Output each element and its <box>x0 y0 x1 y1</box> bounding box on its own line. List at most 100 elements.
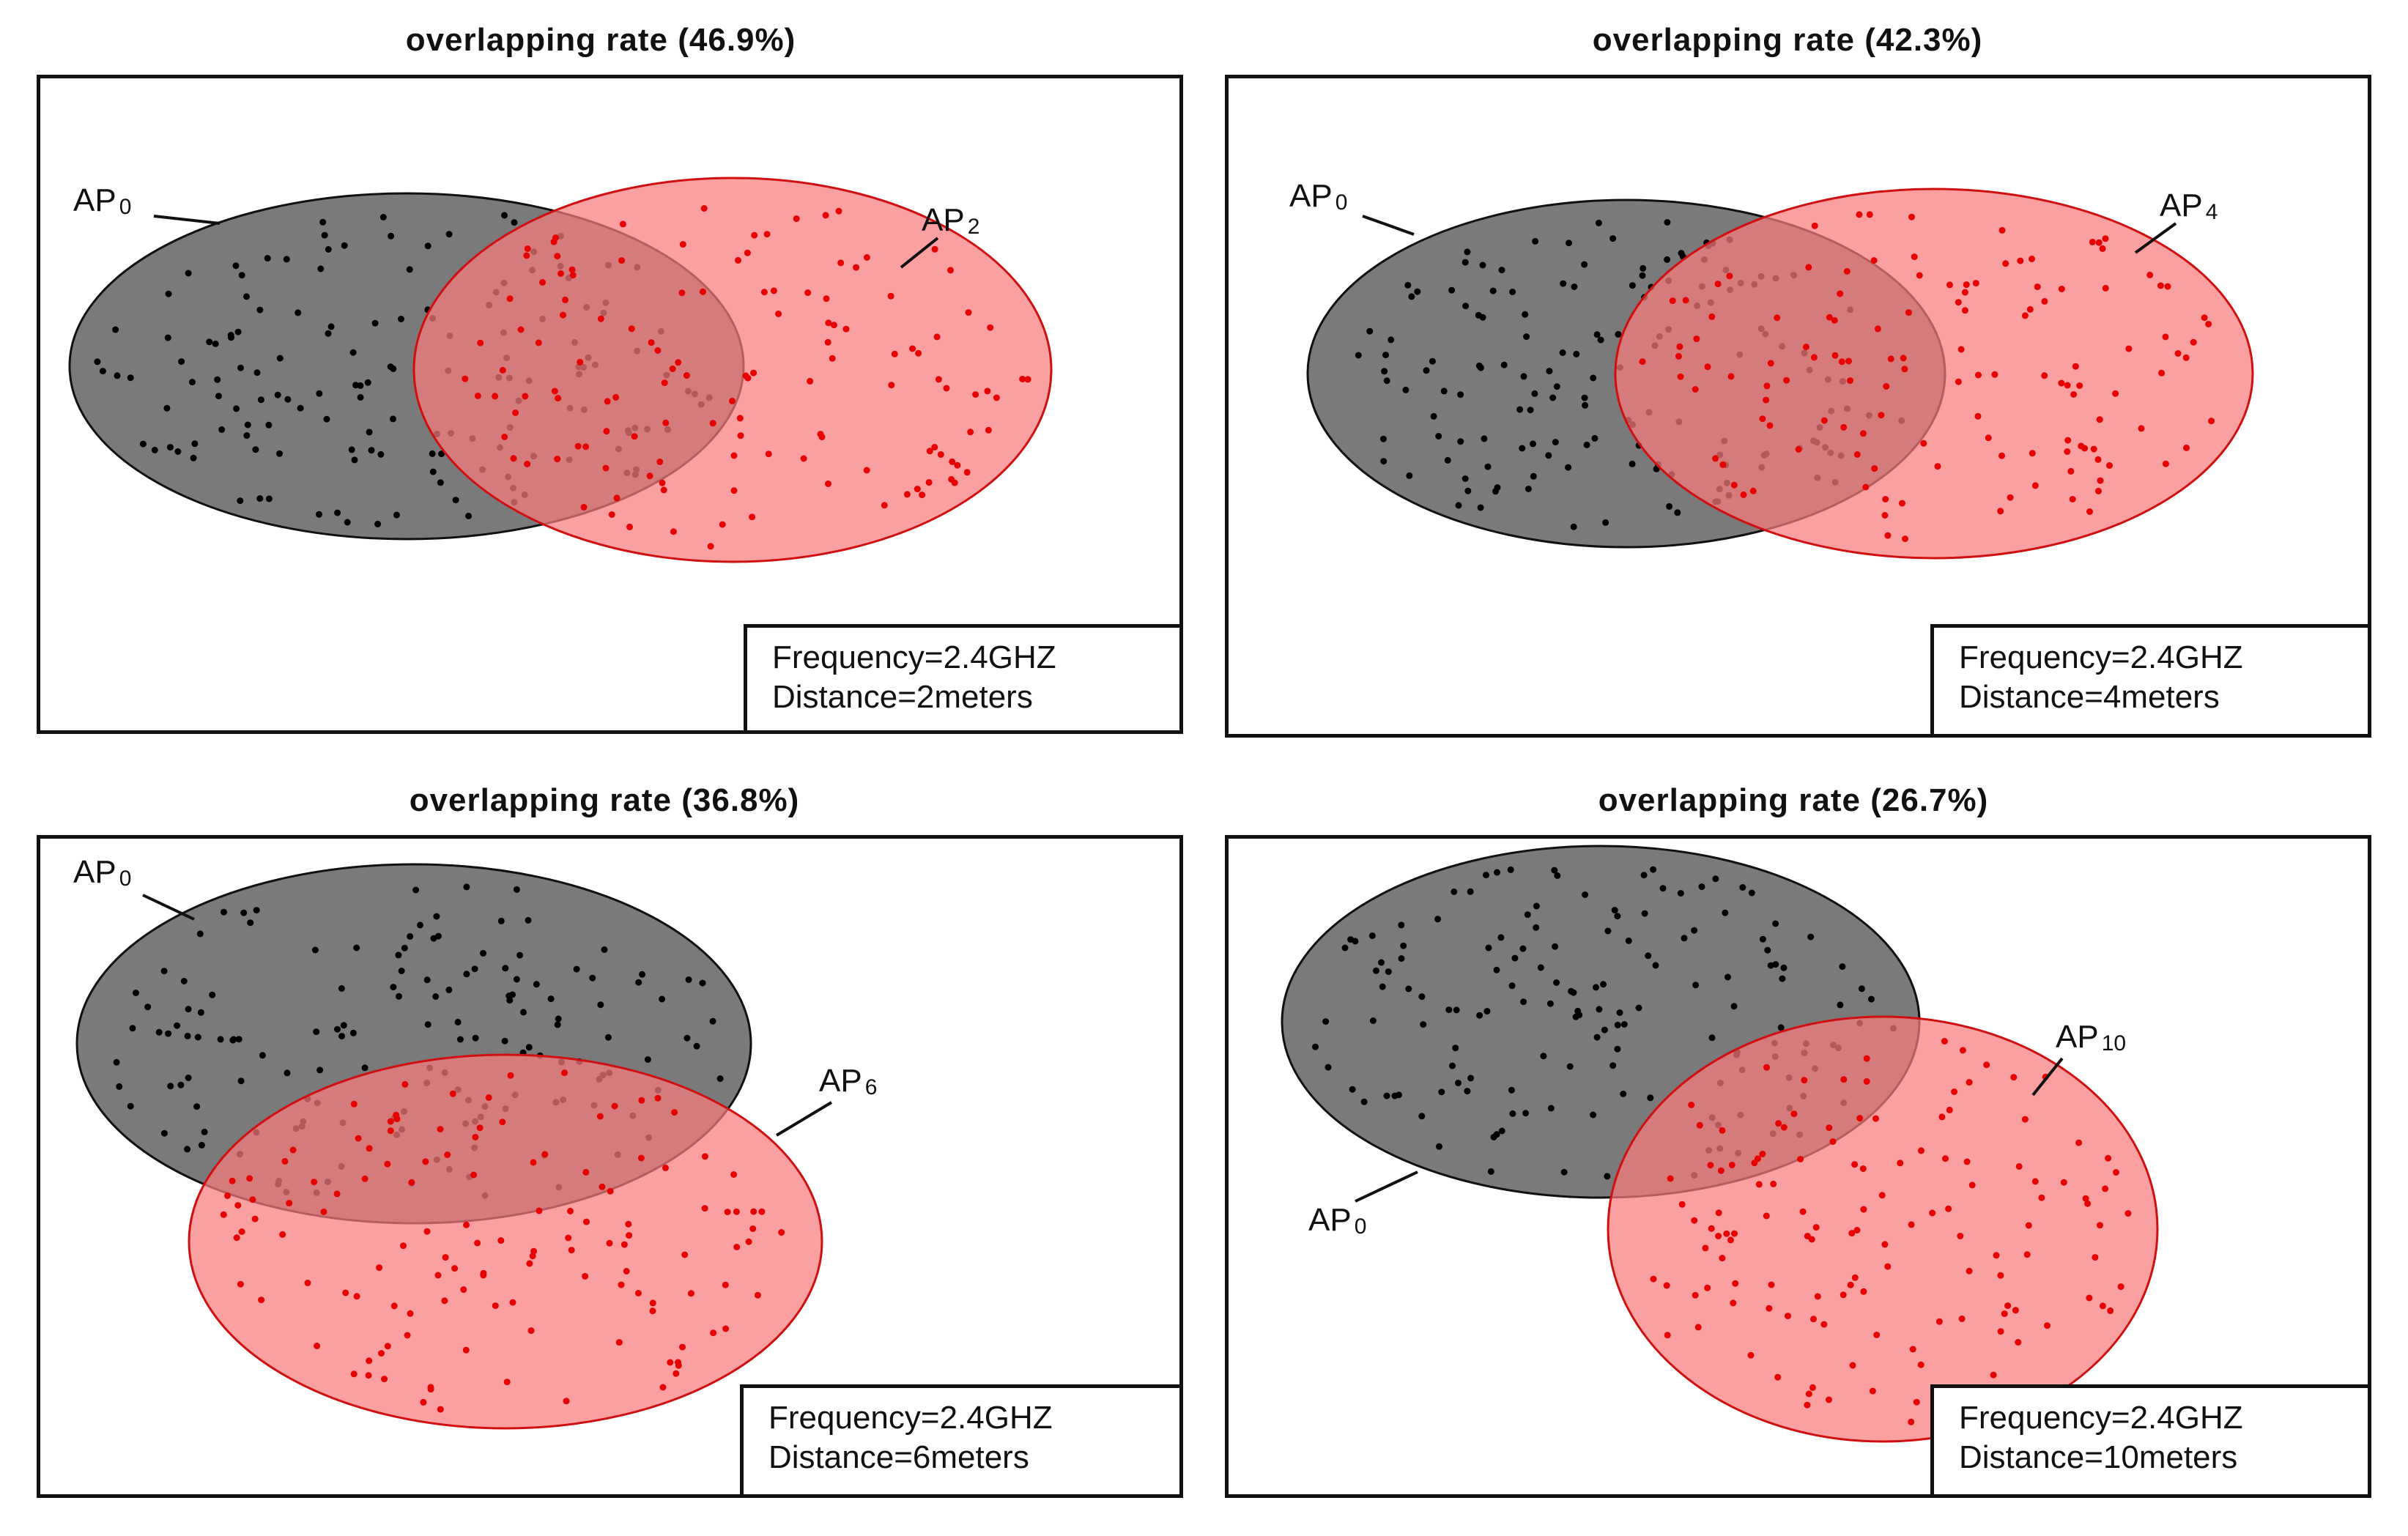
ap0-sample-point <box>1537 964 1544 971</box>
apx-sample-point <box>730 1171 738 1178</box>
ap0-sample-point <box>1423 367 1430 374</box>
apx-sample-point <box>1884 532 1892 539</box>
apx-sample-point <box>888 382 895 389</box>
ap0-label-text: AP <box>1308 1202 1352 1238</box>
apx-sample-point <box>1650 1275 1657 1283</box>
apx-sample-point <box>1669 297 1676 305</box>
apx-sample-point <box>1708 313 1716 320</box>
ap0-sample-point <box>513 886 520 893</box>
apx-sample-point <box>423 1228 431 1235</box>
ap0-sample-point <box>1434 916 1442 923</box>
ap0-sample-point <box>1509 289 1516 295</box>
apx-sample-point <box>2158 369 2166 376</box>
apx-sample-point <box>462 1346 470 1354</box>
apx-sample-point <box>943 385 950 392</box>
ap0-sample-point <box>1527 407 1534 414</box>
apx-sample-point <box>1941 1038 1948 1045</box>
apx-sample-point <box>393 1116 401 1123</box>
apx-sample-point <box>648 339 655 346</box>
ap0-sample-point <box>374 520 382 527</box>
ap0-sample-point <box>1560 280 1567 287</box>
apx-sample-point <box>2058 379 2065 387</box>
ap0-sample-point <box>1692 982 1700 989</box>
ap0-sample-point <box>1582 401 1589 409</box>
apx-sample-point <box>444 1151 451 1158</box>
apx-sample-point <box>1881 512 1889 519</box>
ap0-sample-point <box>214 376 221 383</box>
ap0-sample-point <box>144 1003 152 1011</box>
apx-sample-point <box>2113 1169 2119 1176</box>
apx-sample-point <box>441 1297 448 1305</box>
ap0-sample-point <box>1546 368 1553 375</box>
apx-sample-point <box>613 494 620 502</box>
apx-sample-point <box>1972 280 1979 287</box>
ap0-sample-point <box>191 440 199 448</box>
ap0-sample-point <box>432 993 440 1000</box>
apx-sample-point <box>2102 1185 2109 1192</box>
ap0-sample-point <box>196 930 204 938</box>
apx-sample-point <box>1783 376 1790 384</box>
apx-sample-point <box>619 220 626 228</box>
apx-sample-point <box>700 205 708 212</box>
ap0-sample-point <box>1730 1003 1738 1010</box>
apx-sample-point <box>1814 1293 1821 1300</box>
apx-sample-point <box>937 451 944 458</box>
apx-sample-point <box>2072 363 2079 370</box>
apx-sample-point <box>750 1208 757 1215</box>
apx-sample-point <box>2086 1294 2093 1302</box>
apx-sample-point <box>2064 437 2072 444</box>
apx-sample-point <box>2029 450 2036 457</box>
apx-sample-point <box>670 528 677 535</box>
ap0-sample-point <box>1507 866 1514 873</box>
ap0-sample-point <box>114 372 121 379</box>
apx-sample-point <box>2208 418 2215 425</box>
apx-sample-point <box>510 455 517 462</box>
apx-sample-point <box>517 326 525 333</box>
apx-sample-point <box>1840 423 1848 431</box>
apx-sample-point <box>701 1153 708 1160</box>
apx-sample-point <box>604 398 611 405</box>
ap0-sample-point <box>259 1052 266 1059</box>
ap0-sample-point <box>1451 888 1458 895</box>
apx-sample-point <box>1911 253 1918 261</box>
apx-sample-point <box>2102 235 2109 242</box>
apx-sample-point <box>749 1225 757 1232</box>
ap0-leader-line <box>142 894 195 921</box>
apx-sample-point <box>314 1343 321 1349</box>
ap0-sample-point <box>604 1034 612 1041</box>
apx-sample-point <box>2041 297 2048 305</box>
apx-sample-point <box>1900 355 1907 362</box>
apx-sample-point <box>1639 358 1646 366</box>
ap0-sample-point <box>316 1066 324 1074</box>
panel-1-frequency: Frequency=2.4GHZ <box>772 639 1056 675</box>
ap0-sample-point <box>398 968 405 974</box>
ap0-sample-point <box>1455 1080 1462 1086</box>
apx-sample-point <box>2015 1339 2022 1346</box>
ap0-sample-point <box>235 1036 242 1043</box>
apx-sample-point <box>462 375 469 382</box>
ap0-sample-point <box>1549 394 1557 401</box>
ap0-sample-point <box>1382 352 1389 359</box>
ap0-sample-point <box>1405 985 1412 993</box>
ap0-sample-point <box>180 978 188 984</box>
apx-sample-point <box>649 1307 656 1315</box>
ap0-sample-point <box>316 511 322 518</box>
ap0-sample-point <box>417 921 423 929</box>
apx-sample-point <box>634 1290 642 1296</box>
apx-sample-point <box>954 461 961 469</box>
apx-sample-point <box>825 481 831 487</box>
ap0-sample-point <box>323 415 330 423</box>
apx-sample-point <box>933 333 941 341</box>
apx-sample-point <box>1966 1079 1973 1086</box>
apx-sample-point <box>903 491 911 498</box>
ap0-sample-point <box>1604 1173 1611 1180</box>
apx-sample-point <box>1810 1316 1817 1323</box>
ap0-sample-point <box>257 396 264 404</box>
apx-sample-point <box>1714 281 1722 288</box>
ap0-sample-point <box>1522 1110 1530 1117</box>
ap0-sample-point <box>505 993 513 1000</box>
ap0-sample-point <box>1553 383 1560 390</box>
apx-label-subscript: 4 <box>2206 200 2218 224</box>
apx-sample-point <box>891 350 898 357</box>
apx-sample-point <box>1712 455 1719 462</box>
